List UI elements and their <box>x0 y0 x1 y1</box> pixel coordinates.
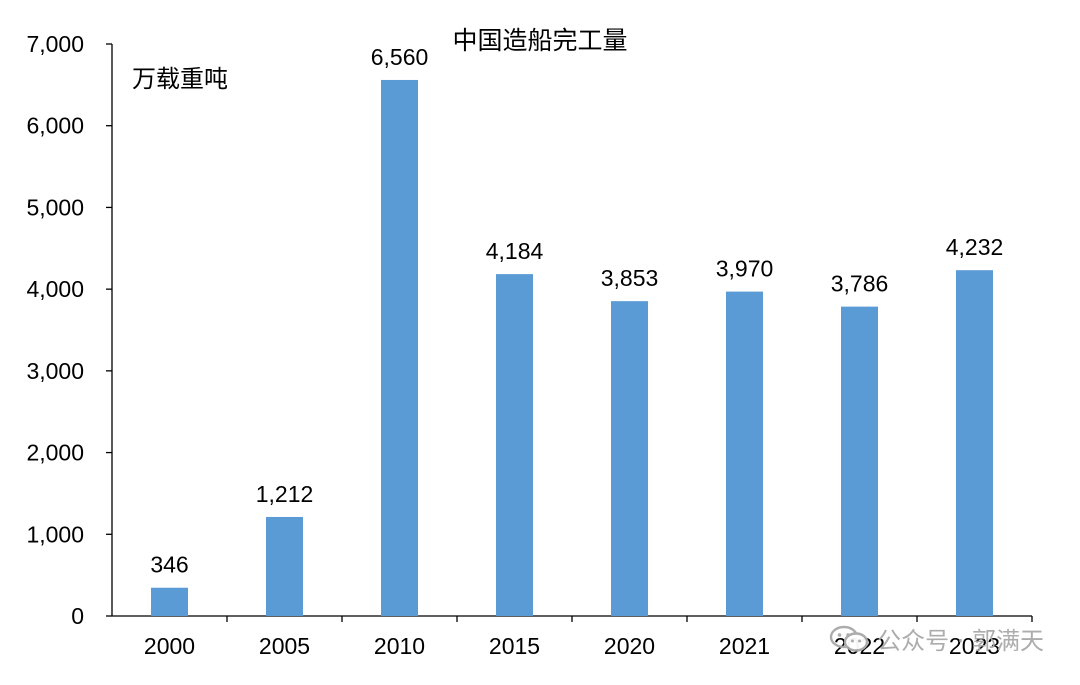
x-tick-label: 2005 <box>259 633 310 659</box>
y-tick-label: 1,000 <box>26 521 84 547</box>
bar <box>956 270 993 616</box>
data-label: 6,560 <box>371 44 429 70</box>
y-tick-label: 0 <box>71 603 84 629</box>
x-tick-label: 2021 <box>719 633 770 659</box>
bar <box>151 587 188 616</box>
bar <box>611 301 648 616</box>
axes: 0 1,000 2,000 3,000 4,000 5,000 6,000 7,000 2000… <box>26 31 1033 659</box>
data-label: 3,786 <box>831 271 889 297</box>
data-label: 3,970 <box>716 256 774 282</box>
y-tick-label: 5,000 <box>26 194 84 220</box>
x-tick-label: 2020 <box>604 633 655 659</box>
bars <box>151 79 993 616</box>
bar <box>726 291 763 616</box>
y-axis-unit-label: 万载重吨 <box>132 65 228 93</box>
bar <box>496 274 533 616</box>
data-labels: 346 1,212 6,560 4,184 3,853 3,970 3,786 4,232 <box>150 44 1003 578</box>
x-tick-label: 2015 <box>489 633 540 659</box>
x-tick-label: 2000 <box>144 633 195 659</box>
data-label: 3,853 <box>601 265 659 291</box>
bar <box>841 306 878 616</box>
x-tick-label: 2010 <box>374 633 425 659</box>
y-tick-label: 7,000 <box>26 31 84 57</box>
bar <box>381 79 418 616</box>
bar <box>266 516 303 616</box>
y-tick-label: 6,000 <box>26 113 84 139</box>
y-tick-label: 4,000 <box>26 276 84 302</box>
x-tick-label: 2023 <box>949 633 1000 659</box>
data-label: 1,212 <box>256 481 314 507</box>
data-label: 4,232 <box>946 234 1004 260</box>
y-tick-label: 2,000 <box>26 440 84 466</box>
data-label: 4,184 <box>486 238 544 264</box>
data-label: 346 <box>150 552 188 578</box>
chart-title: 中国造船完工量 <box>452 26 627 55</box>
y-tick-label: 3,000 <box>26 358 84 384</box>
x-tick-label: 2022 <box>834 633 885 659</box>
